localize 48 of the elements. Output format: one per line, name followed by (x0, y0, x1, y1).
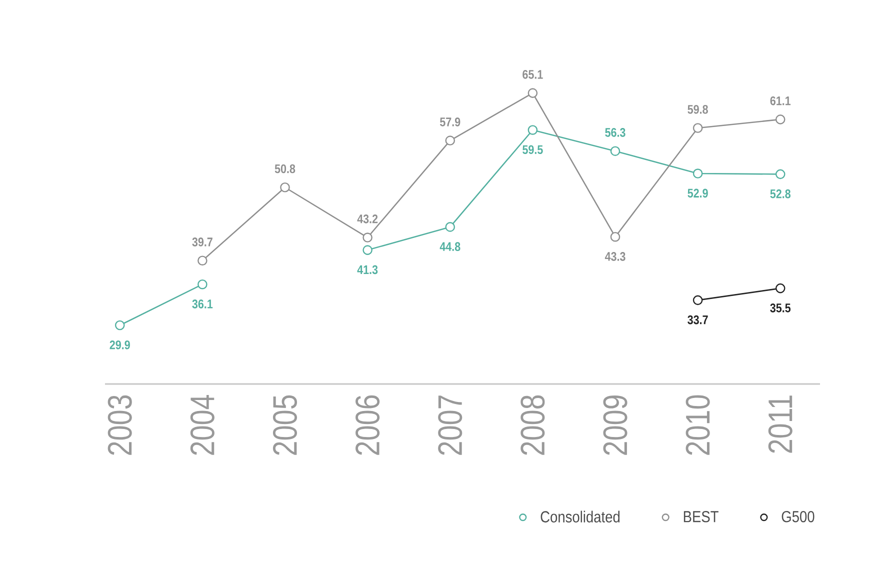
data-label: 43.2 (357, 214, 378, 224)
point (610, 232, 620, 242)
x-tick-label: 2006 (356, 395, 380, 455)
point (610, 146, 620, 156)
point (775, 114, 786, 124)
x-tick-label: 2010 (686, 395, 710, 455)
data-label: 41.3 (357, 265, 378, 274)
point (528, 88, 538, 98)
data-label: 33.7 (688, 315, 708, 324)
data-label: 57.9 (440, 117, 460, 126)
legend-label: G500 (782, 510, 814, 522)
point (692, 168, 703, 178)
x-tick-label: 2009 (603, 396, 628, 455)
data-label: 52.9 (688, 188, 708, 198)
legend-label: BEST (684, 510, 718, 522)
x-tick-label: 2005 (272, 395, 298, 455)
point (528, 125, 538, 135)
data-label: 59.5 (522, 145, 543, 154)
point (362, 232, 372, 242)
point (692, 295, 703, 306)
data-label: 50.8 (274, 164, 296, 174)
point (445, 222, 456, 232)
point (114, 320, 125, 330)
data-label: 43.3 (604, 252, 626, 261)
data-label: 39.7 (192, 238, 212, 246)
data-label: 35.5 (770, 304, 791, 312)
point (775, 283, 786, 294)
data-label: 56.3 (605, 128, 626, 137)
x-tick-label: 2008 (520, 395, 545, 455)
data-label: 44.8 (440, 242, 460, 252)
x-tick-label: 2011 (768, 396, 792, 453)
legend-label: Consolidated (540, 510, 620, 522)
data-label: 59.8 (688, 104, 708, 114)
data-label: 65.1 (522, 70, 543, 79)
point (198, 279, 208, 290)
data-label: 29.9 (110, 340, 130, 350)
x-tick-label: 2004 (190, 395, 214, 455)
x-tick-label: 2003 (108, 395, 132, 455)
point (445, 136, 456, 146)
x-tick-label: 2007 (438, 396, 462, 455)
data-label: 61.1 (770, 96, 791, 106)
point (362, 245, 372, 255)
data-label: 36.1 (192, 300, 213, 308)
point (198, 256, 208, 266)
point (280, 182, 290, 192)
data-label: 52.8 (770, 189, 791, 198)
point (692, 123, 703, 133)
point (775, 169, 786, 180)
